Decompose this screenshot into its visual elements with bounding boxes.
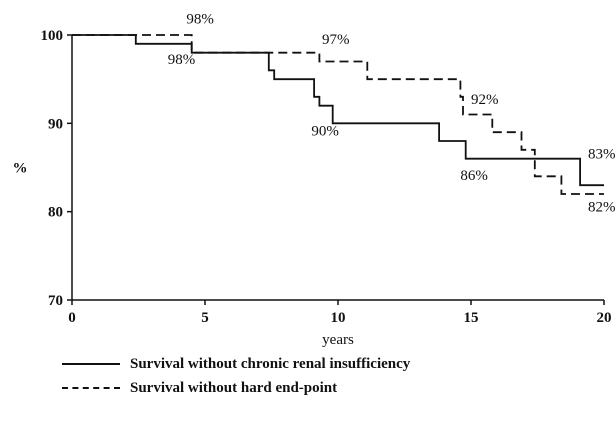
data-label: 86% (460, 168, 488, 184)
x-tick-label: 15 (464, 310, 479, 326)
data-label: 92% (471, 92, 499, 108)
series-line-hard-end-point (72, 34, 604, 195)
x-axis-label: years (322, 332, 354, 348)
y-tick-label: 80 (48, 205, 63, 221)
data-label: 83% (588, 147, 615, 163)
legend-item-solid: Survival without chronic renal insuffici… (62, 352, 602, 376)
solid-line-swatch-icon (62, 363, 120, 365)
y-tick-label: 100 (41, 28, 64, 44)
dashed-line-swatch-icon (62, 387, 120, 389)
data-label: 98% (168, 52, 196, 68)
series-line-renal-insufficiency (72, 34, 604, 187)
y-tick-label: 70 (48, 293, 63, 309)
legend-label: Survival without hard end-point (130, 379, 338, 396)
chart-legend: Survival without chronic renal insuffici… (62, 352, 602, 400)
x-tick-label: 5 (201, 310, 209, 326)
legend-label: Survival without chronic renal insuffici… (130, 355, 411, 372)
y-axis-label: % (13, 161, 28, 177)
data-label: 82% (588, 200, 615, 216)
x-tick-label: 10 (331, 310, 346, 326)
x-tick-label: 0 (68, 310, 76, 326)
data-label: 97% (322, 32, 350, 48)
legend-item-dashed: Survival without hard end-point (62, 376, 602, 400)
x-tick-label: 20 (597, 310, 612, 326)
data-label: 90% (311, 124, 339, 140)
y-tick-label: 90 (48, 116, 63, 132)
data-label: 98% (186, 12, 214, 28)
